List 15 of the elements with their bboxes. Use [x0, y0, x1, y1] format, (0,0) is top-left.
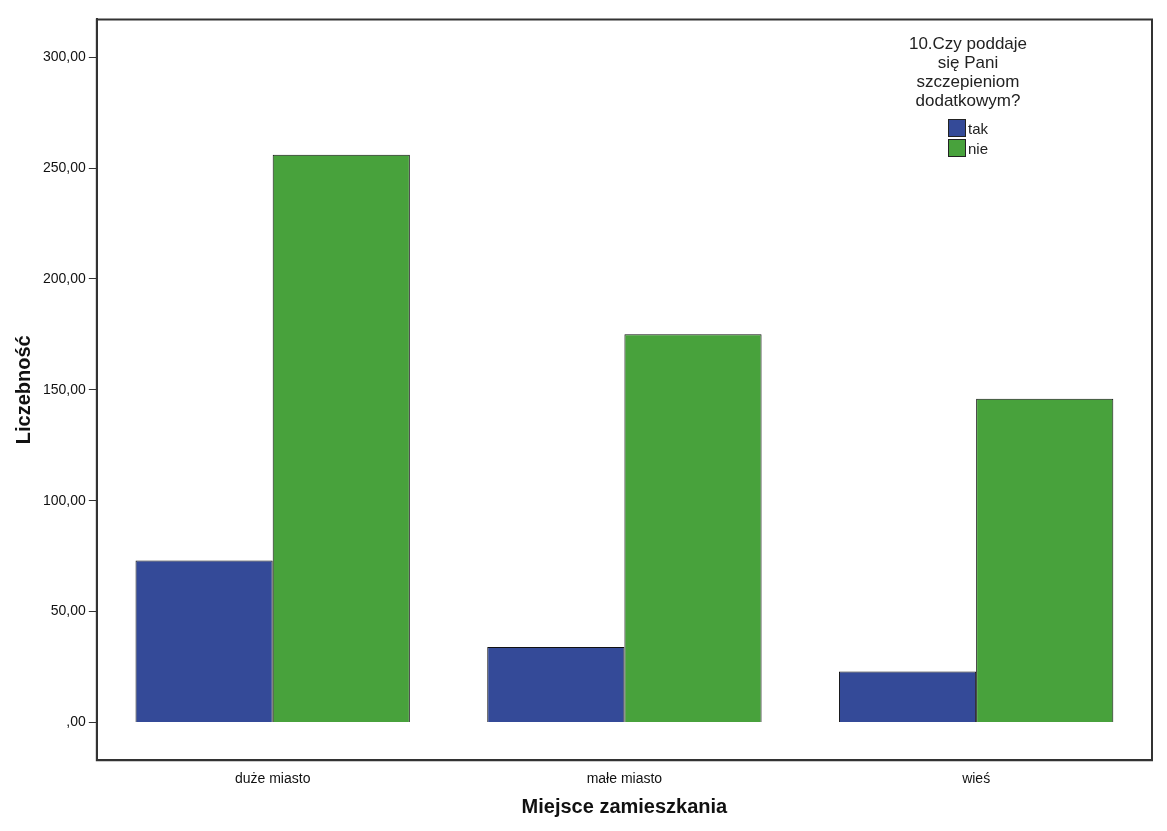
legend-title: 10.Czy poddaje się Pani szczepieniom dodatkowym? — [907, 34, 1029, 110]
y-tick-label: 100,00 — [42, 491, 87, 508]
y-tick-label: 300,00 — [42, 47, 87, 64]
x-tick-label: wieś — [961, 770, 991, 787]
y-tick-label: 50,00 — [50, 602, 87, 619]
y-tick-label: 150,00 — [42, 380, 87, 397]
y-axis-title: Liczebność — [11, 335, 34, 445]
y-tick-label: ,00 — [66, 713, 87, 730]
legend-label: nie — [967, 138, 989, 158]
legend-label: tak — [967, 118, 988, 138]
x-tick-label: duże miasto — [234, 770, 311, 787]
x-tick-label: małe miasto — [586, 770, 663, 787]
y-tick-label: 250,00 — [42, 158, 87, 175]
y-tick-label: 200,00 — [42, 269, 87, 286]
x-axis-title: Miejsce zamieszkania — [521, 794, 729, 817]
